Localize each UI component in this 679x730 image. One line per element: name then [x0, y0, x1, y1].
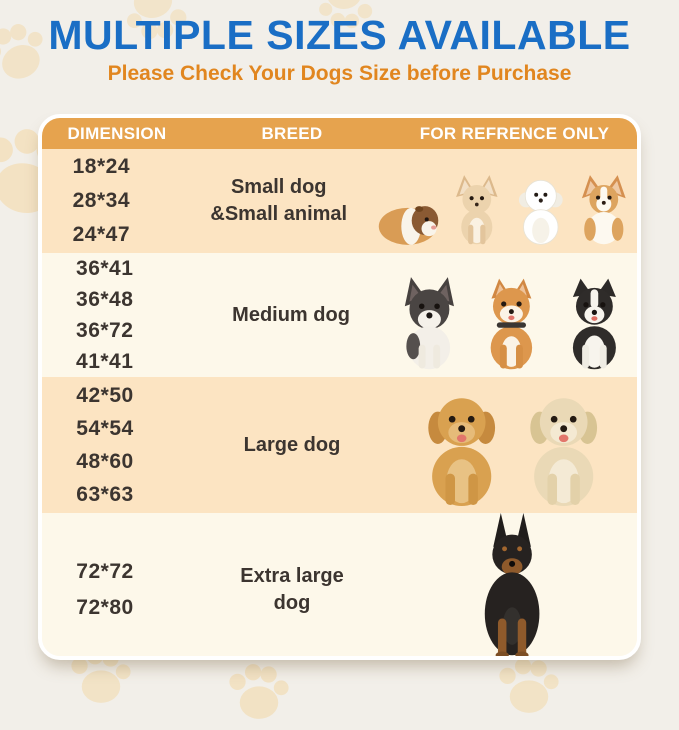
dimension-value: 72*72 — [76, 559, 134, 583]
breed-label: Small dog — [230, 176, 327, 198]
breed-cell: Medium dog — [191, 302, 390, 329]
breed-cell: Extra large dog — [192, 563, 392, 617]
golden-retriever-image — [414, 382, 509, 506]
table-row-extra-large-dog: 72*72 72*80 Extra large dog — [42, 513, 637, 656]
table-row-small-dog: 18*24 28*34 24*47 Small dog &Small anima… — [42, 149, 637, 253]
dimension-value: 36*41 — [76, 257, 134, 280]
bichon-frise-image — [512, 174, 570, 246]
dimension-value: 72*80 — [76, 595, 134, 619]
border-collie-image — [556, 274, 633, 370]
breed-label: dog — [273, 591, 311, 614]
table-row-medium-dog: 36*41 36*48 36*72 41*41 Medium dog — [42, 253, 637, 377]
paw-print-decoration — [309, 0, 381, 39]
table-row-large-dog: 42*50 54*54 48*60 63*63 Large dog — [42, 377, 637, 513]
size-reference-table: DIMENSION BREED FOR REFRENCE ONLY 18*24 … — [38, 114, 641, 660]
corgi-image — [575, 174, 633, 246]
page-title: MULTIPLE SIZES AVAILABLE — [48, 12, 631, 58]
paw-print-decoration — [111, 0, 199, 55]
breed-cell: Small dog &Small animal — [185, 174, 373, 228]
breed-label: Medium dog — [232, 303, 350, 326]
dimension-cell: 42*50 54*54 48*60 63*63 — [42, 379, 192, 511]
breed-cell: Large dog — [192, 432, 392, 459]
dimension-value: 42*50 — [76, 384, 134, 407]
dimension-cell: 36*41 36*48 36*72 41*41 — [42, 253, 191, 377]
dimension-value: 63*63 — [76, 483, 134, 506]
doberman-image — [465, 513, 559, 656]
labrador-image — [516, 382, 611, 506]
french-bulldog-image — [391, 274, 468, 370]
dimension-value: 48*60 — [76, 450, 134, 473]
table-header-row: DIMENSION BREED FOR REFRENCE ONLY — [42, 118, 637, 149]
reference-images — [373, 149, 637, 253]
reference-images — [392, 513, 637, 656]
guinea-pig-image — [373, 194, 442, 246]
breed-label: Large dog — [243, 433, 341, 456]
breed-label: Extra large — [240, 564, 344, 587]
page-subtitle: Please Check Your Dogs Size before Purch… — [107, 62, 572, 85]
paw-print-decoration — [492, 650, 566, 724]
dimension-value: 24*47 — [72, 223, 130, 246]
reference-images — [392, 377, 637, 513]
dimension-value: 54*54 — [76, 417, 134, 440]
paw-print-decoration — [222, 656, 296, 730]
chihuahua-image — [448, 174, 506, 246]
dimension-value: 41*41 — [76, 350, 134, 373]
header-reference: FOR REFRENCE ONLY — [419, 123, 610, 143]
dimension-value: 18*24 — [72, 155, 130, 178]
dimension-value: 28*34 — [72, 189, 130, 212]
dimension-cell: 72*72 72*80 — [42, 554, 192, 626]
header-dimension: DIMENSION — [67, 123, 167, 143]
header-breed: BREED — [261, 123, 323, 143]
dimension-value: 36*72 — [76, 319, 134, 342]
paw-print-decoration — [0, 4, 66, 102]
shiba-inu-image — [473, 274, 550, 370]
breed-label: &Small animal — [210, 203, 348, 225]
dimension-value: 36*48 — [76, 288, 134, 311]
reference-images — [391, 253, 637, 377]
dimension-cell: 18*24 28*34 24*47 — [42, 150, 185, 252]
